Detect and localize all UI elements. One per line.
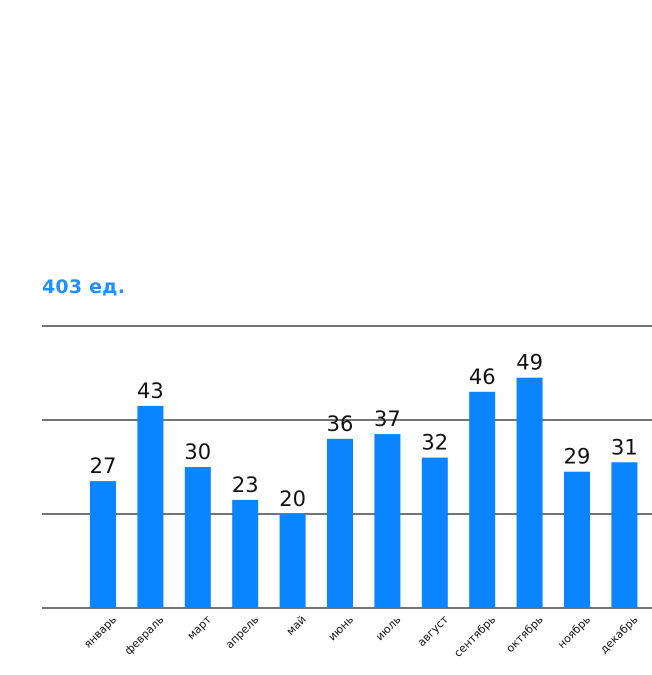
value-label-6: 36 [327, 412, 354, 436]
bar-3 [184, 467, 211, 608]
x-tick-label-11: ноябрь [555, 613, 593, 651]
x-tick-label-8: август [415, 613, 451, 649]
value-label-9: 46 [469, 365, 496, 389]
x-tick-label-9: сентябрь [451, 613, 498, 660]
x-tick-label-10: октябрь [504, 613, 546, 655]
bar-7 [374, 434, 401, 608]
value-label-1: 27 [90, 454, 117, 478]
value-label-3: 30 [184, 440, 211, 464]
bar-12 [611, 462, 638, 608]
x-tick-label-12: декабрь [597, 613, 640, 656]
bar-6 [327, 438, 353, 608]
value-label-12: 31 [611, 435, 638, 459]
bar-9 [469, 391, 496, 608]
bar-1 [90, 481, 116, 608]
bar-10 [516, 377, 543, 608]
bar-4 [232, 499, 259, 608]
value-label-2: 43 [137, 379, 164, 403]
x-tick-label-5: май [284, 613, 309, 638]
x-tick-label-2: февраль [122, 613, 166, 657]
bar-2 [137, 405, 164, 608]
total-units-label: 403 ед. [42, 276, 126, 298]
x-tick-labels: январь февраль март апрель май июнь июль август… [81, 613, 640, 660]
bar-5 [279, 514, 306, 608]
value-label-7: 37 [374, 407, 401, 431]
x-tick-label-1: январь [81, 613, 119, 651]
bar-8 [421, 457, 448, 608]
value-labels: 27 43 30 23 20 36 37 32 46 49 29 31 [90, 351, 638, 511]
x-tick-label-6: июнь [326, 613, 356, 643]
bar-11 [564, 471, 590, 608]
value-label-8: 32 [421, 431, 448, 455]
value-label-4: 23 [232, 473, 259, 497]
value-label-10: 49 [516, 351, 543, 375]
value-label-5: 20 [279, 487, 306, 511]
x-tick-label-4: апрель [223, 613, 261, 651]
value-label-11: 29 [564, 445, 591, 469]
bars [90, 377, 638, 608]
x-tick-label-3: март [185, 613, 215, 643]
x-tick-label-7: июль [373, 613, 403, 643]
